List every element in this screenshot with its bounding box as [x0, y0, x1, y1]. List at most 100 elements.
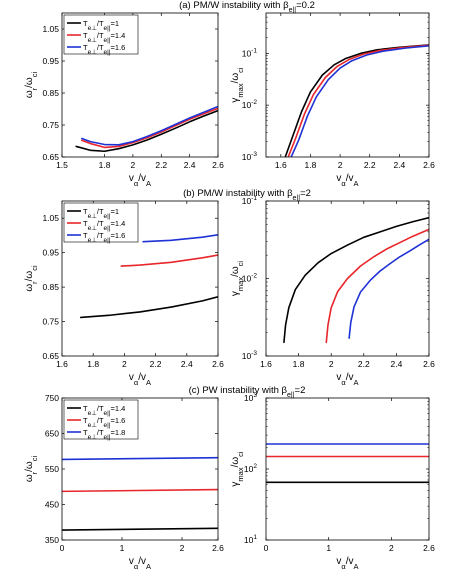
- legend: Te⊥/Te||=1Te⊥/Te||=1.4Te⊥/Te||=1.6: [63, 202, 139, 244]
- y-axis-label: γmax/ωci: [230, 261, 245, 297]
- series-group: [75, 105, 218, 153]
- series-line-1: [283, 216, 429, 344]
- x-tick-label: 0: [264, 543, 269, 553]
- y-tick-label: 750: [45, 393, 59, 403]
- y-tick-label: 0.95: [42, 248, 59, 258]
- y-tick-label: 550: [45, 464, 59, 474]
- legend-entry: Te⊥/Te||=1.4: [83, 404, 125, 417]
- panel-title: (c) PW instability with βe||=2: [189, 385, 306, 399]
- axes-box: [61, 200, 219, 357]
- series-group: [284, 44, 429, 157]
- y-axis-label: ωr/ωci: [24, 265, 39, 292]
- legend-entry: Te⊥/Te||=1: [83, 19, 119, 32]
- series-line-2: [81, 107, 218, 149]
- x-tick-label: 2.4: [184, 160, 196, 170]
- y-tick-label: 1.05: [42, 213, 59, 223]
- x-tick-label: 1.8: [87, 359, 99, 369]
- legend: Te⊥/Te||=1Te⊥/Te||=1.4Te⊥/Te||=1.6: [63, 14, 139, 56]
- panel-6: 0 1 2 2.6 101 102 103 vα/vA γmax/ωci: [230, 392, 435, 571]
- panel-title: (a) PM/W instability with βe||=0.2: [179, 0, 315, 14]
- series-line-1: [79, 295, 218, 319]
- panel-5: 0 1 2 2.6 350 450 550 650 750 vα/vA ωr/ωci Te⊥/Te||…: [24, 385, 305, 571]
- y-axis-label: ωr/ωci: [24, 72, 39, 99]
- x-tick-label: 2.4: [390, 359, 402, 369]
- x-tick-label: 1.6: [56, 359, 68, 369]
- x-tick-label: 2.6: [423, 160, 435, 170]
- y-tick-label: 10-2: [242, 273, 258, 284]
- panel-3: 1.6 1.8 2 2.2 2.4 2.6 0.65 0.75 0.85 0.95 1.05 vα/v…: [24, 188, 311, 387]
- series-line-2: [325, 228, 429, 344]
- x-tick-label: 2: [329, 359, 334, 369]
- x-tick-label: 1.6: [275, 160, 287, 170]
- x-axis-label: vα/vA: [129, 372, 151, 387]
- x-tick-label: 2: [338, 160, 343, 170]
- y-tick-label: 0.75: [42, 317, 59, 327]
- y-tick-label: 0.85: [42, 88, 59, 98]
- series-line-1: [284, 44, 429, 157]
- x-tick-label: 2.2: [155, 160, 167, 170]
- y-tick-label: 0.65: [42, 351, 59, 361]
- y-tick-label: 650: [45, 429, 59, 439]
- x-tick-label: 2.2: [150, 359, 162, 369]
- legend-entry: Te⊥/Te||=1.6: [83, 416, 125, 429]
- x-tick-label: 2.4: [181, 359, 193, 369]
- series-line-2: [120, 254, 218, 267]
- x-axis-label: vα/vA: [336, 372, 358, 387]
- series-group: [62, 456, 218, 531]
- x-tick-label: 2: [122, 359, 127, 369]
- series-line-3: [81, 105, 218, 146]
- x-tick-label: 2.2: [358, 359, 370, 369]
- x-tick-label: 2: [131, 160, 136, 170]
- panel-title: (b) PM/W instability with βe||=2: [183, 188, 311, 202]
- y-axis-label: γmax/ωci: [230, 67, 245, 103]
- legend-entry: Te⊥/Te||=1.6: [83, 231, 125, 244]
- x-tick-label: 2.4: [393, 160, 405, 170]
- x-tick-label: 2.2: [364, 160, 376, 170]
- legend-entry: Te⊥/Te||=1.4: [83, 219, 125, 232]
- y-axis-label: γmax/ωci: [230, 451, 245, 487]
- y-tick-label: 101: [244, 534, 257, 545]
- x-axis-label: vα/vA: [336, 556, 358, 571]
- y-tick-label: 450: [45, 500, 59, 510]
- y-tick-label: 10-1: [242, 195, 258, 206]
- panel-1: 1.5 1.8 2 2.2 2.4 2.6 0.65 0.75 0.85 0.95 1.05 vα/v…: [24, 0, 315, 188]
- legend-entry: Te⊥/Te||=1.8: [83, 428, 125, 441]
- legend-entry: Te⊥/Te||=1.4: [83, 31, 125, 44]
- y-tick-label: 0.75: [42, 120, 59, 130]
- series-line-3: [348, 238, 429, 339]
- x-axis-label: vα/vA: [336, 173, 358, 188]
- x-tick-label: 2.6: [423, 359, 435, 369]
- series-line-3: [290, 44, 429, 157]
- y-tick-label: 10-3: [242, 151, 258, 162]
- x-axis-label: vα/vA: [129, 173, 151, 188]
- x-tick-label: 1: [120, 543, 125, 553]
- legend-entry: Te⊥/Te||=1: [83, 207, 119, 220]
- axes-box: [265, 12, 430, 158]
- series-group: [283, 216, 429, 344]
- axes-box: [265, 397, 430, 541]
- y-axis-label: ωr/ωci: [24, 456, 39, 483]
- series-group: [79, 233, 218, 319]
- y-tick-label: 1.05: [42, 24, 59, 34]
- panel-4: 1.6 1.8 2 2.2 2.4 2.6 10-3 10-2 10-1 vα/vA γmax/ωc…: [230, 195, 435, 387]
- y-tick-label: 0.65: [42, 152, 59, 162]
- x-tick-label: 2.6: [423, 543, 435, 553]
- x-tick-label: 2: [180, 543, 185, 553]
- x-tick-label: 1.8: [305, 160, 317, 170]
- x-tick-label: 1.8: [99, 160, 111, 170]
- series-line-1: [62, 527, 218, 531]
- legend-entry: Te⊥/Te||=1.6: [83, 43, 125, 56]
- x-tick-label: 1.6: [260, 359, 272, 369]
- series-line-2: [287, 44, 429, 157]
- panel-2: 1.6 1.8 2 2.2 2.4 2.6 10-3 10-2 10-1 vα/vA γmax/ωc…: [230, 12, 435, 188]
- y-tick-label: 350: [45, 535, 59, 545]
- y-tick-label: 10-2: [242, 99, 258, 110]
- x-tick-label: 2.6: [212, 160, 224, 170]
- x-tick-label: 1.5: [56, 160, 68, 170]
- x-tick-label: 2.6: [212, 543, 224, 553]
- series-line-2: [62, 488, 218, 493]
- x-tick-label: 2: [389, 543, 394, 553]
- x-tick-label: 1.8: [293, 359, 305, 369]
- y-tick-label: 103: [244, 392, 257, 403]
- y-tick-label: 10-3: [242, 350, 258, 361]
